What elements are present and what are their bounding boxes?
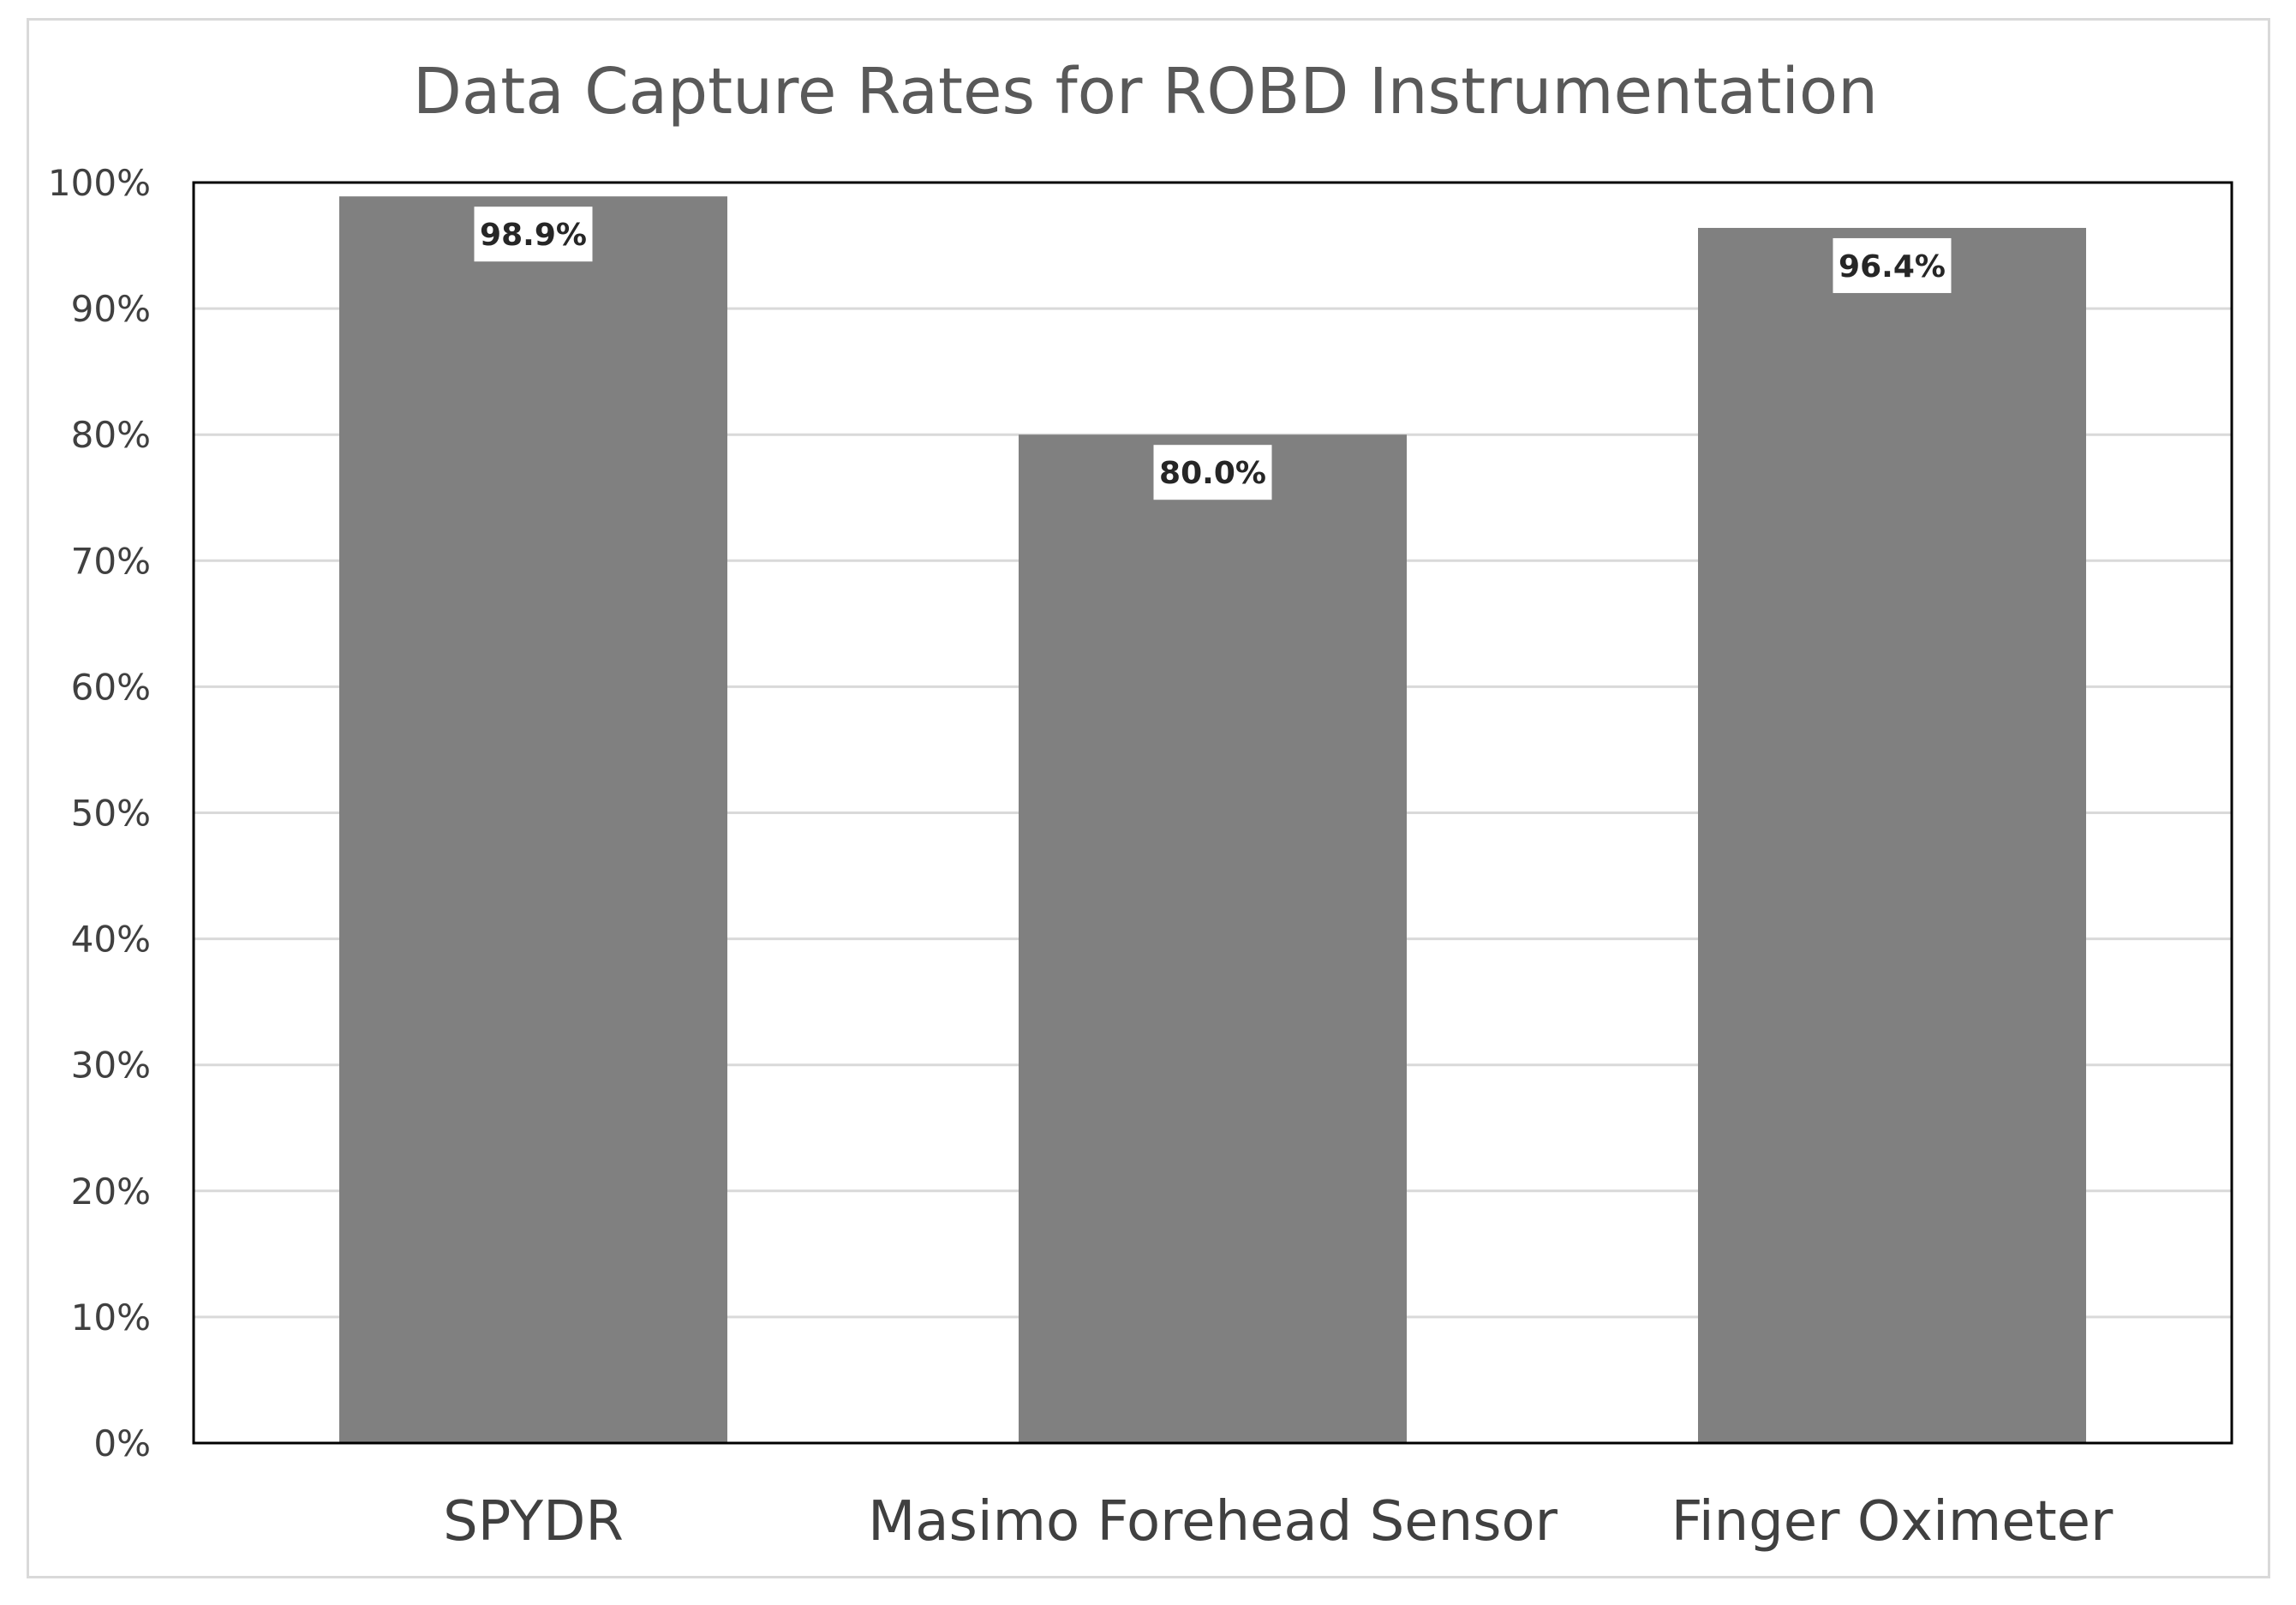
data-label-box: [474, 207, 593, 262]
bar: [1698, 227, 2086, 1443]
chart-title: Data Capture Rates for ROBD Instrumentat…: [413, 55, 1878, 129]
y-tick-label: 50%: [71, 793, 151, 835]
y-tick-label: 90%: [71, 288, 151, 330]
x-category-label: Masimo Forehead Sensor: [868, 1490, 1558, 1554]
data-label-box: [1153, 445, 1272, 500]
bar: [339, 196, 727, 1443]
data-label: 80.0%: [1153, 445, 1272, 500]
y-tick-label: 100%: [48, 162, 151, 204]
bar: [1019, 434, 1407, 1444]
y-tick-label: 30%: [71, 1045, 151, 1087]
bars: [339, 196, 2086, 1444]
data-labels: 98.9% 80.0% 96.4%: [474, 207, 1952, 500]
y-tick-label: 70%: [71, 540, 151, 582]
x-category-label: SPYDR: [443, 1490, 624, 1554]
data-label: 98.9%: [474, 207, 593, 262]
axes: 0% 10% 20% 30% 40% 50% 60% 70% 80% 90% 100% SPYDR Ma…: [48, 162, 2233, 1554]
data-label-text: 80.0%: [1159, 456, 1266, 491]
y-tick-label: 40%: [71, 919, 151, 961]
y-tick-label: 10%: [71, 1297, 151, 1338]
data-label-box: [1833, 237, 1952, 293]
data-label-text: 98.9%: [480, 218, 587, 253]
x-category-label: Finger Oximeter: [1671, 1490, 2114, 1554]
data-label-text: 96.4%: [1839, 249, 1946, 284]
y-tick-label: 20%: [71, 1171, 151, 1213]
y-tick-label: 60%: [71, 666, 151, 708]
y-tick-label: 80%: [71, 414, 151, 456]
y-tick-label: 0%: [93, 1422, 151, 1464]
plot-area-border: [192, 181, 2233, 1445]
data-label: 96.4%: [1833, 237, 1952, 293]
